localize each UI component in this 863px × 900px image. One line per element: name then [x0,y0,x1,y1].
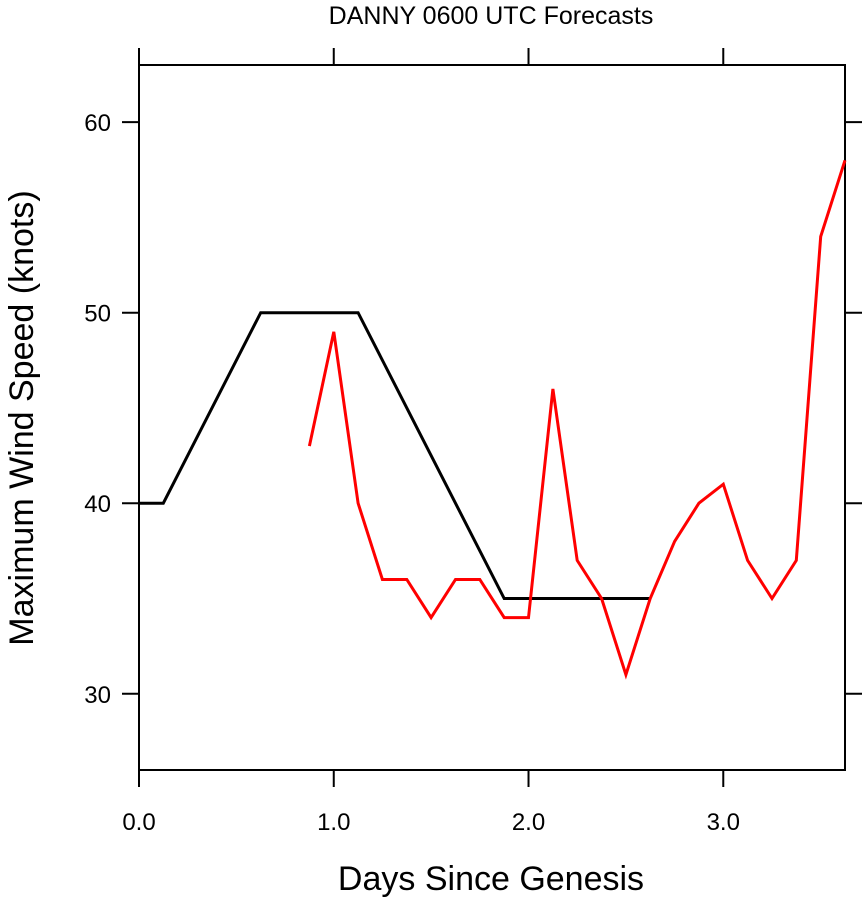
x-tick-label: 2.0 [512,809,545,836]
plot-border [138,64,846,771]
series-line-1 [139,311,651,600]
series-line-2 [307,159,847,680]
y-tick-label: 40 [84,491,111,518]
y-tick-label: 30 [84,682,111,709]
x-tick-label: 3.0 [707,809,740,836]
x-tick-label: 1.0 [317,809,350,836]
series-group [139,159,847,680]
x-tick-label: 0.0 [122,809,155,836]
axis-ticks [122,48,862,787]
y-axis-label: Maximum Wind Speed (knots) [3,190,41,645]
tick-labels: 0.0 1.0 2.0 3.0 30 40 50 60 [84,110,740,836]
x-axis-label: Days Since Genesis [338,860,644,898]
chart-title: DANNY 0600 UTC Forecasts [329,2,654,30]
plot-frame [138,64,846,771]
y-tick-label: 60 [84,110,111,137]
y-tick-label: 50 [84,301,111,328]
